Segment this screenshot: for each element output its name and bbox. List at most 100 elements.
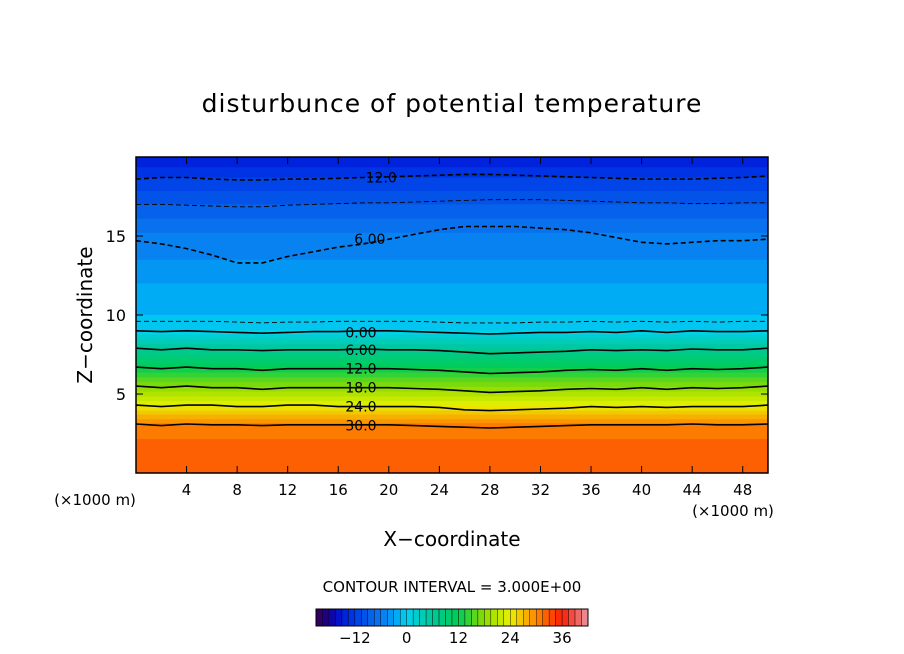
colorbar-cell bbox=[387, 608, 394, 627]
colorbar-cell bbox=[438, 608, 446, 627]
contour-labels: 12.0 6.00 0.00 6.00 12.0 18.0 24.0 30.0 bbox=[345, 171, 396, 435]
colorbar-cell bbox=[322, 608, 330, 627]
heatmap-band bbox=[136, 358, 768, 364]
colorbar-cell bbox=[477, 608, 485, 627]
colorbar-cell bbox=[561, 608, 569, 627]
heatmap-band bbox=[136, 363, 768, 369]
x-tick-label: 4 bbox=[182, 481, 192, 499]
contour-line bbox=[136, 347, 768, 355]
heatmap-band bbox=[136, 339, 768, 345]
heatmap-band bbox=[136, 419, 768, 424]
contour-line bbox=[136, 199, 768, 208]
colorbar-ticks: −12 0 12 24 36 bbox=[339, 629, 572, 647]
colorbar-cell bbox=[471, 608, 479, 627]
colorbar-cell bbox=[542, 608, 550, 627]
contour-label: 18.0 bbox=[345, 381, 376, 397]
colorbar-cell bbox=[419, 608, 427, 627]
x-tick-label: 28 bbox=[480, 481, 499, 499]
colorbar-tick-label: 0 bbox=[402, 629, 412, 647]
plot-area: 12.0 6.00 0.00 6.00 12.0 18.0 24.0 30.0 bbox=[135, 156, 769, 474]
heatmap-band bbox=[136, 177, 768, 192]
colorbar-cell bbox=[568, 608, 576, 627]
colorbar-tick-label: 24 bbox=[501, 629, 520, 647]
heatmap-band bbox=[136, 232, 768, 261]
colorbar-cell bbox=[510, 608, 517, 627]
contour-label: 6.00 bbox=[354, 232, 385, 248]
contour-line bbox=[136, 329, 768, 335]
colorbar-cell bbox=[341, 608, 349, 627]
colorbar-cell bbox=[354, 608, 362, 627]
heatmap-band bbox=[136, 414, 768, 420]
colorbar-tick-label: −12 bbox=[339, 629, 371, 647]
heatmap-band bbox=[136, 283, 768, 316]
contour-label: 12.0 bbox=[345, 362, 376, 378]
colorbar-cell bbox=[516, 608, 524, 627]
x-tick-label: 48 bbox=[733, 481, 752, 499]
heatmap-band bbox=[136, 377, 768, 383]
x-tick-label: 20 bbox=[379, 481, 398, 499]
colorbar-cell bbox=[348, 608, 356, 627]
y-axis-label: Z−coordinate bbox=[73, 246, 97, 383]
colorbar-cell bbox=[432, 608, 440, 627]
colorbar-cell bbox=[574, 608, 582, 627]
contour-label: 12.0 bbox=[366, 171, 397, 187]
contour-label: 30.0 bbox=[345, 419, 376, 435]
heatmap-band bbox=[136, 396, 768, 402]
y-axis: 5 10 15 bbox=[106, 227, 768, 404]
heatmap-band bbox=[136, 372, 768, 379]
colorbar-cell bbox=[484, 608, 492, 627]
contour-label: 6.00 bbox=[345, 343, 376, 359]
heatmap-band bbox=[136, 423, 768, 440]
colorbar-cell bbox=[490, 608, 498, 627]
colorbar-cell bbox=[406, 608, 414, 627]
chart-title: disturbunce of potential temperature bbox=[202, 89, 703, 118]
heatmap-band bbox=[136, 259, 768, 284]
colorbar-cell bbox=[335, 608, 343, 627]
colorbar-cell bbox=[367, 608, 375, 627]
y-tick-label: 5 bbox=[116, 385, 126, 404]
contour-line bbox=[136, 423, 768, 429]
heatmap-band bbox=[136, 204, 768, 220]
x-tick-label: 32 bbox=[531, 481, 550, 499]
heatmap-band bbox=[136, 391, 768, 397]
colorbar bbox=[315, 608, 589, 627]
colorbar-tick-label: 12 bbox=[449, 629, 468, 647]
heatmap-band bbox=[136, 410, 768, 416]
y-tick-label: 10 bbox=[106, 306, 126, 325]
contour-label: 0.00 bbox=[345, 325, 376, 341]
heatmap-band bbox=[136, 218, 768, 234]
colorbar-cell bbox=[497, 608, 505, 627]
heatmap-band bbox=[136, 439, 768, 473]
contour-line bbox=[136, 385, 768, 394]
y-tick-label: 15 bbox=[106, 227, 126, 246]
contour-lines bbox=[136, 173, 768, 429]
x-unit-right: (×1000 m) bbox=[692, 502, 774, 520]
colorbar-cell bbox=[412, 608, 420, 627]
colorbar-tick-label: 36 bbox=[553, 629, 572, 647]
heatmap-band bbox=[136, 334, 768, 341]
contour-line bbox=[136, 320, 768, 324]
colorbar-cell bbox=[451, 608, 459, 627]
colorbar-cell bbox=[464, 608, 472, 627]
x-unit-left: (×1000 m) bbox=[54, 491, 136, 509]
colorbar-cell bbox=[315, 608, 323, 627]
contour-line bbox=[136, 173, 768, 181]
heatmap-bands bbox=[136, 157, 768, 473]
colorbar-cell bbox=[380, 608, 388, 627]
heatmap-band bbox=[136, 382, 768, 388]
colorbar-cell bbox=[458, 608, 466, 627]
x-tick-label: 44 bbox=[683, 481, 702, 499]
colorbar-cell bbox=[529, 608, 537, 627]
colorbar-cell bbox=[361, 608, 369, 627]
colorbar-cell bbox=[535, 608, 543, 627]
x-axis: 4 8 12 16 20 24 28 32 36 40 44 48 bbox=[182, 157, 752, 499]
heatmap-band bbox=[136, 353, 768, 360]
heatmap-band bbox=[136, 344, 768, 350]
colorbar-frame bbox=[315, 608, 589, 627]
heatmap-band bbox=[136, 167, 768, 179]
colorbar-caption: CONTOUR INTERVAL = 3.000E+00 bbox=[323, 578, 582, 596]
heatmap-band bbox=[136, 401, 768, 407]
colorbar-cell bbox=[445, 608, 453, 627]
x-axis-label: X−coordinate bbox=[383, 527, 520, 551]
